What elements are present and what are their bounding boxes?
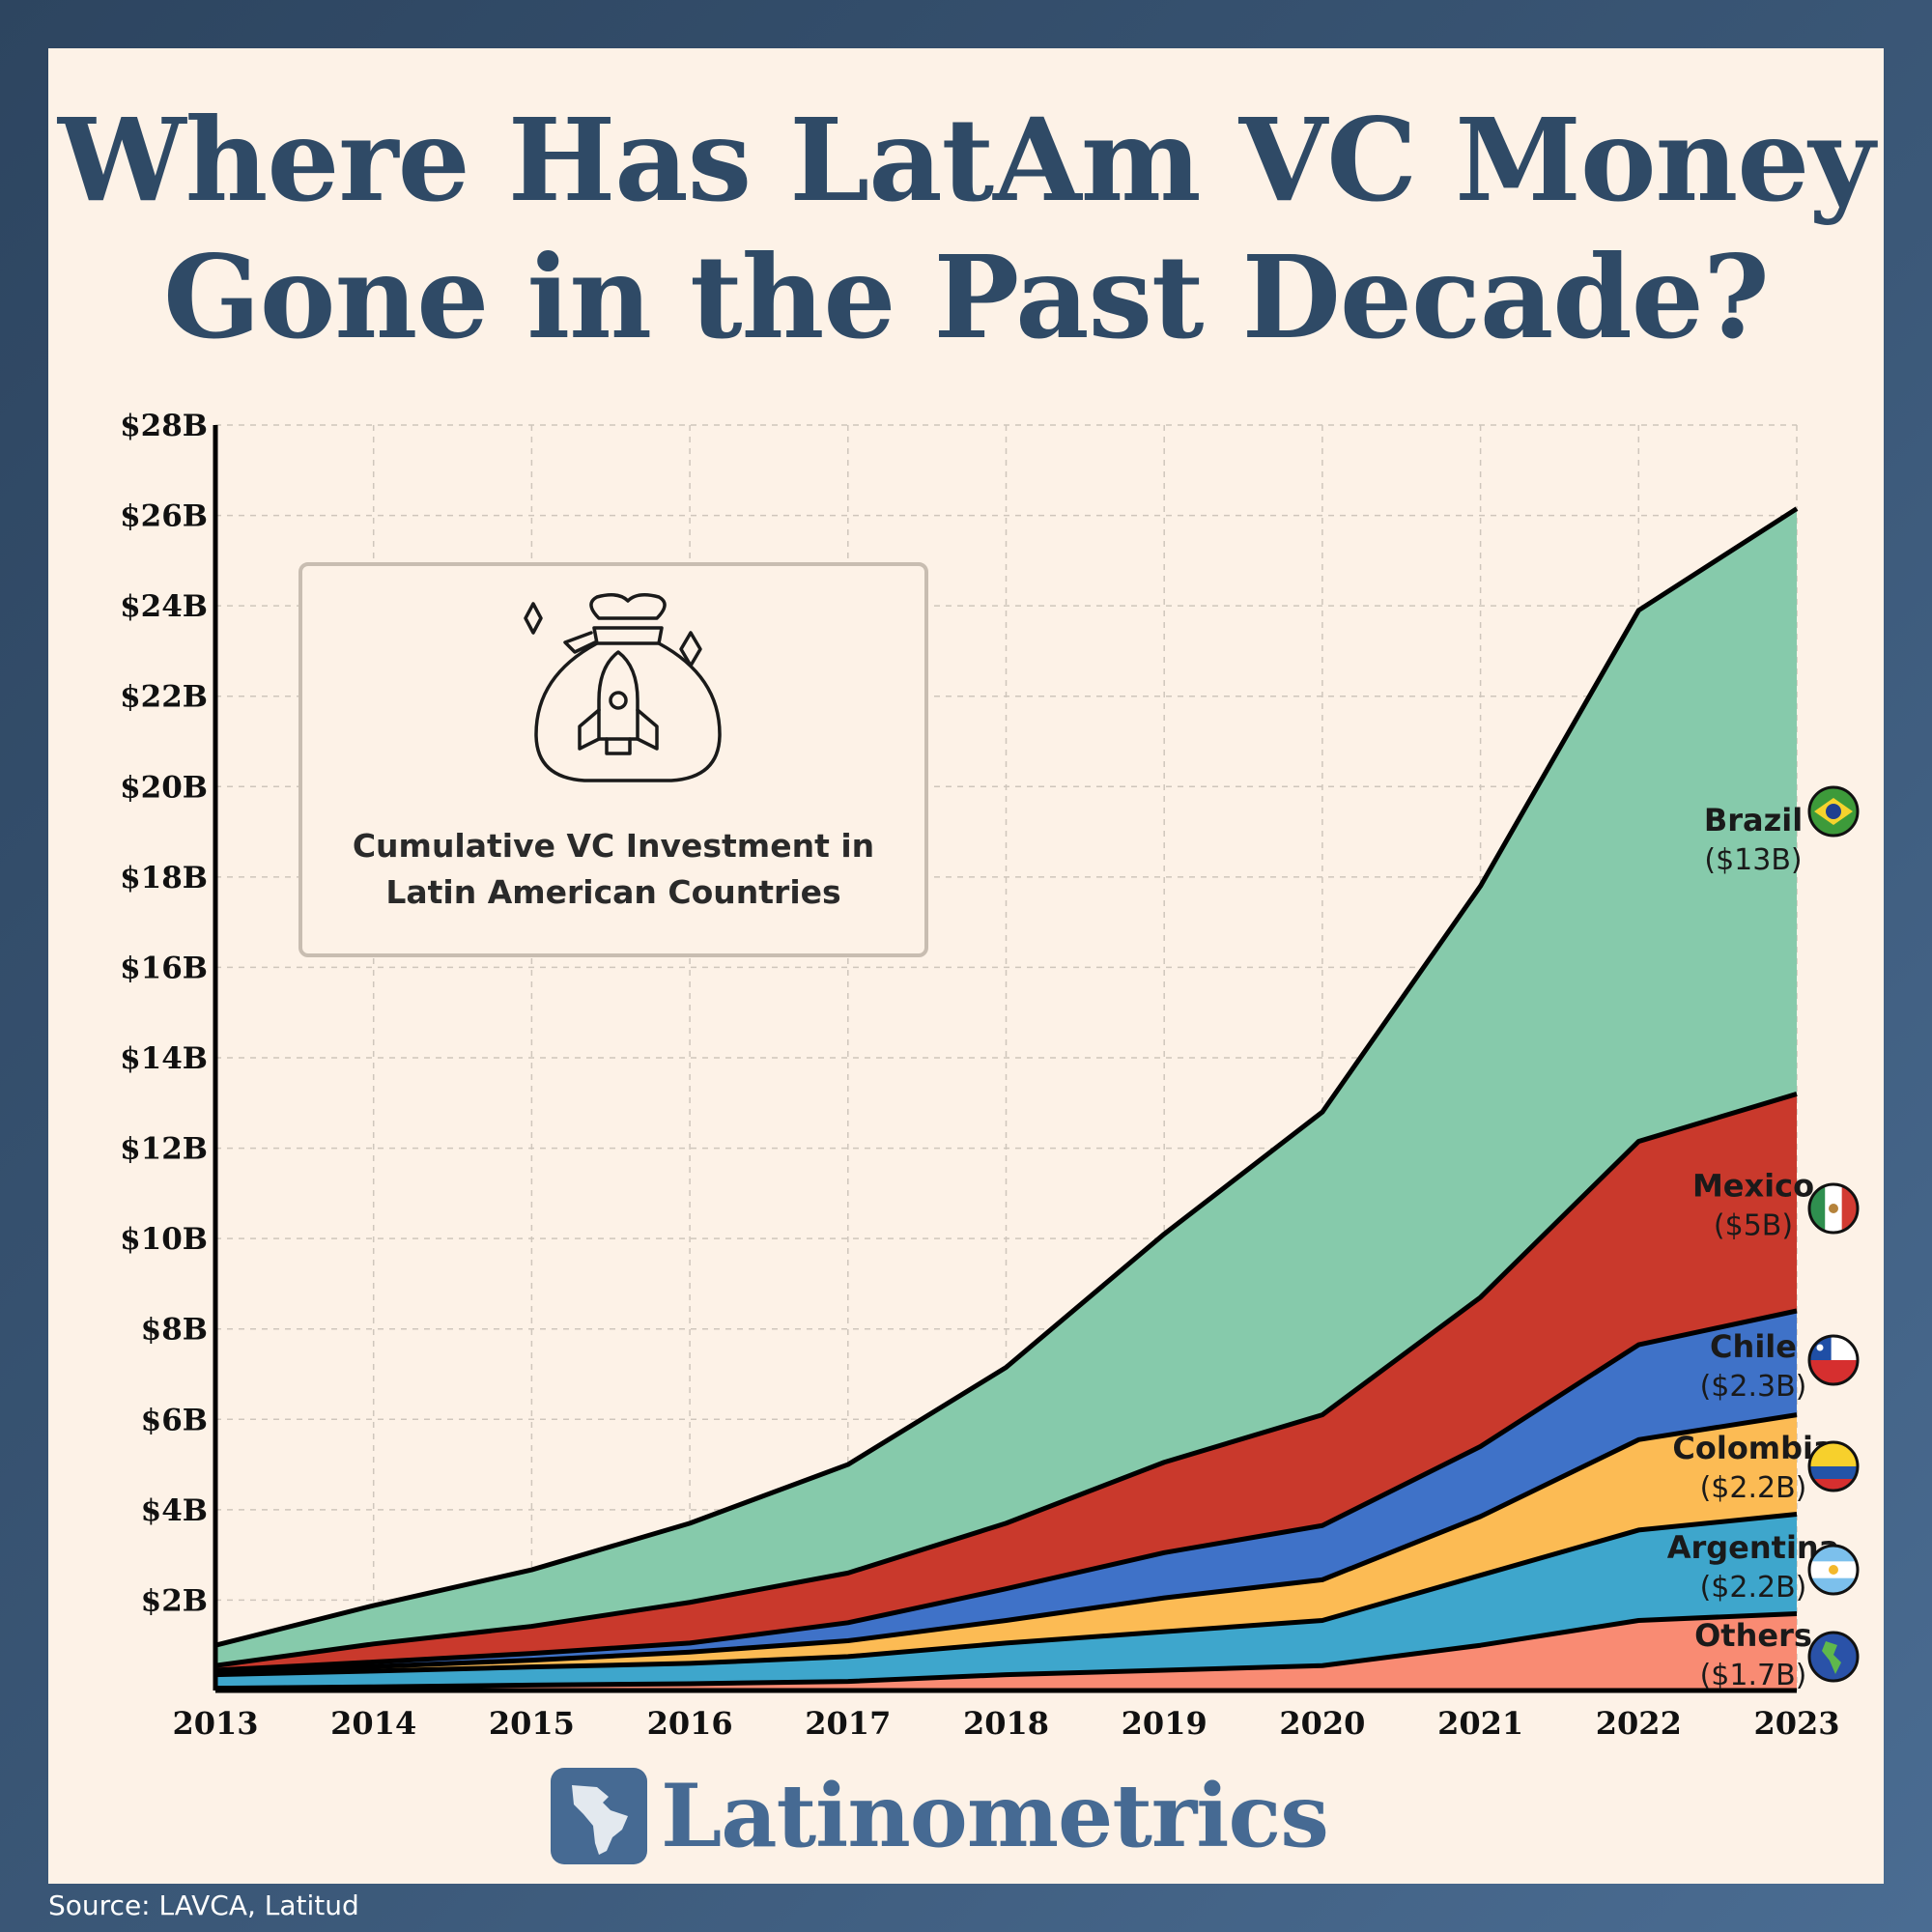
series-label-others: Others (1694, 1617, 1812, 1654)
x-tick-label: 2015 (489, 1705, 575, 1742)
series-label-chile: Chile (1710, 1328, 1797, 1365)
x-tick-label: 2021 (1437, 1705, 1523, 1742)
series-value-colombia: ($2.2B) (1700, 1471, 1807, 1505)
note-title-line-2: Latin American Countries (385, 873, 840, 911)
y-tick-label: $12B (120, 1132, 208, 1167)
y-tick-label: $8B (141, 1313, 208, 1348)
x-tick-label: 2014 (330, 1705, 416, 1742)
area-series (214, 506, 1799, 1691)
y-tick-label: $14B (120, 1041, 208, 1076)
y-tick-label: $28B (120, 409, 208, 443)
x-tick-label: 2013 (172, 1705, 258, 1742)
y-tick-label: $10B (120, 1222, 208, 1257)
area-boundary-others (214, 1610, 1798, 1691)
area-boundary-argentina (214, 1512, 1798, 1678)
series-label-colombia: Colombia (1672, 1430, 1833, 1466)
x-tick-label: 2016 (647, 1705, 733, 1742)
source-note: Source: LAVCA, Latitud (48, 1889, 359, 1921)
y-tick-label: $22B (120, 680, 208, 715)
page-title: Where Has LatAm VC Money Gone in the Pas… (0, 92, 1932, 366)
x-axis-ticks: 2013 2014 2015 2016 2017 2018 2019 2020 2021 2022… (172, 1705, 1839, 1742)
colombia-flag-icon (1807, 1440, 1860, 1492)
series-label-mexico: Mexico (1692, 1168, 1814, 1205)
area-boundary-brazil (214, 506, 1799, 1648)
series-labels: Others($1.7B)Argentina($2.2B)Colombia($2… (1667, 802, 1840, 1692)
brazil-flag-icon (1807, 785, 1860, 838)
series-label-brazil: Brazil (1704, 802, 1803, 838)
title-line-1: Where Has LatAm VC Money (58, 93, 1875, 227)
area-boundary-colombia (214, 1412, 1798, 1675)
argentina-flag-icon (1807, 1544, 1860, 1596)
title-line-2: Gone in the Past Decade? (162, 230, 1770, 364)
area-boundary-chile (214, 1308, 1798, 1673)
y-axis-ticks: $2B $4B $6B $8B $10B $12B $14B $16B $18B $20B $22B… (120, 409, 208, 1618)
y-tick-label: $20B (120, 770, 208, 805)
series-value-mexico: ($5B) (1714, 1209, 1793, 1243)
series-value-brazil: ($13B) (1704, 843, 1802, 877)
x-tick-label: 2022 (1596, 1705, 1682, 1742)
x-tick-label: 2020 (1279, 1705, 1365, 1742)
money-bag-rocket-icon (524, 593, 722, 782)
x-tick-label: 2023 (1753, 1705, 1839, 1742)
mexico-flag-icon (1807, 1182, 1860, 1235)
y-tick-label: $6B (141, 1403, 208, 1437)
x-tick-label: 2019 (1122, 1705, 1208, 1742)
series-value-argentina: ($2.2B) (1700, 1571, 1807, 1605)
area-argentina (215, 1514, 1797, 1689)
x-tick-label: 2018 (963, 1705, 1049, 1742)
note-box-frame (298, 562, 928, 957)
area-mexico (215, 1094, 1797, 1670)
globe-americas-icon (1807, 1631, 1860, 1683)
note-box: Cumulative VC Investment in Latin Americ… (298, 562, 928, 957)
brand: Latinometrics (551, 1763, 1329, 1869)
y-tick-label: $24B (120, 589, 208, 624)
y-tick-label: $16B (120, 951, 208, 985)
area-boundary-mexico (214, 1092, 1798, 1668)
x-tick-label: 2017 (805, 1705, 891, 1742)
area-brazil (215, 508, 1797, 1666)
y-tick-label: $26B (120, 499, 208, 534)
series-value-others: ($1.7B) (1700, 1659, 1807, 1692)
y-tick-label: $2B (141, 1583, 208, 1618)
brand-name: Latinometrics (661, 1765, 1329, 1867)
series-value-chile: ($2.3B) (1700, 1370, 1807, 1404)
area-others (215, 1613, 1797, 1690)
y-tick-label: $4B (141, 1493, 208, 1528)
axes (213, 425, 1797, 1693)
latin-america-map-icon (551, 1768, 647, 1864)
chile-flag-icon (1807, 1334, 1860, 1386)
note-title-line-1: Cumulative VC Investment in (353, 827, 874, 865)
y-tick-label: $18B (120, 861, 208, 895)
